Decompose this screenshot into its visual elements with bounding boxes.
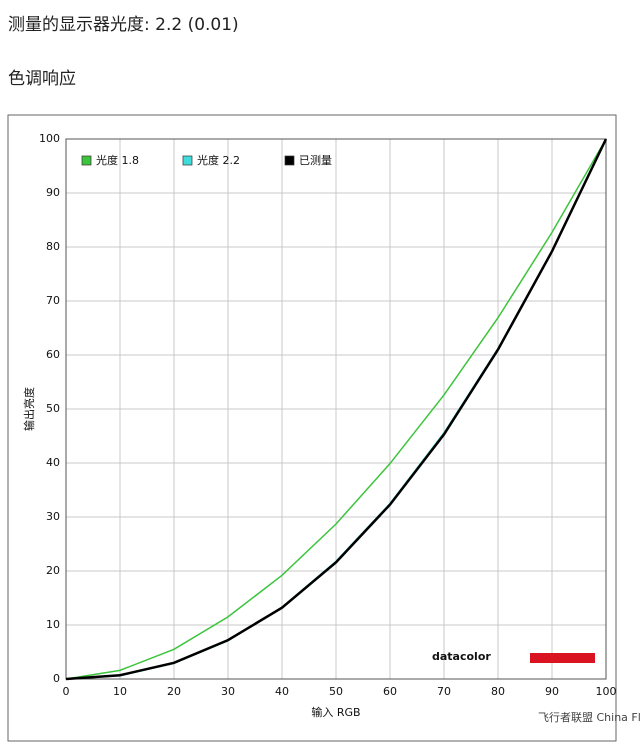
x-tick-label: 20 bbox=[167, 685, 181, 698]
watermark: 飞行者联盟 China Flier bbox=[538, 711, 640, 724]
legend-swatch bbox=[182, 155, 193, 166]
x-tick-label: 40 bbox=[275, 685, 289, 698]
legend-swatch bbox=[284, 155, 295, 166]
x-tick-label: 80 bbox=[491, 685, 505, 698]
legend-label: 光度 1.8 bbox=[96, 153, 139, 167]
x-tick-label: 100 bbox=[596, 685, 617, 698]
x-tick-label: 50 bbox=[329, 685, 343, 698]
x-tick-label: 60 bbox=[383, 685, 397, 698]
x-tick-label: 10 bbox=[113, 685, 127, 698]
y-tick-label: 70 bbox=[46, 294, 60, 307]
y-axis-label: 输出亮度 bbox=[22, 387, 36, 431]
y-tick-label: 50 bbox=[46, 402, 60, 415]
y-tick-label: 40 bbox=[46, 456, 60, 469]
y-tick-label: 10 bbox=[46, 618, 60, 631]
x-tick-label: 70 bbox=[437, 685, 451, 698]
plot-frame bbox=[65, 138, 607, 680]
y-tick-label: 30 bbox=[46, 510, 60, 523]
y-tick-label: 0 bbox=[53, 672, 60, 685]
logo-bar bbox=[530, 653, 595, 663]
section-title: 色调响应 bbox=[8, 69, 76, 89]
chart-frame bbox=[7, 114, 617, 742]
series-line bbox=[65, 138, 607, 680]
x-tick-label: 90 bbox=[545, 685, 559, 698]
x-axis-label: 输入 RGB bbox=[311, 705, 360, 719]
y-tick-label: 90 bbox=[46, 186, 60, 199]
legend-label: 已测量 bbox=[299, 154, 332, 167]
page-title: 测量的显示器光度: 2.2 (0.01) bbox=[8, 15, 239, 35]
logo: datacolor bbox=[432, 650, 491, 663]
x-tick-label: 30 bbox=[221, 685, 235, 698]
legend-label: 光度 2.2 bbox=[197, 153, 240, 167]
y-tick-label: 60 bbox=[46, 348, 60, 361]
y-tick-label: 20 bbox=[46, 564, 60, 577]
series-line bbox=[65, 138, 608, 681]
x-tick-label: 0 bbox=[63, 685, 70, 698]
legend-swatch bbox=[81, 155, 92, 166]
y-tick-label: 100 bbox=[39, 132, 60, 145]
y-tick-label: 80 bbox=[46, 240, 60, 253]
